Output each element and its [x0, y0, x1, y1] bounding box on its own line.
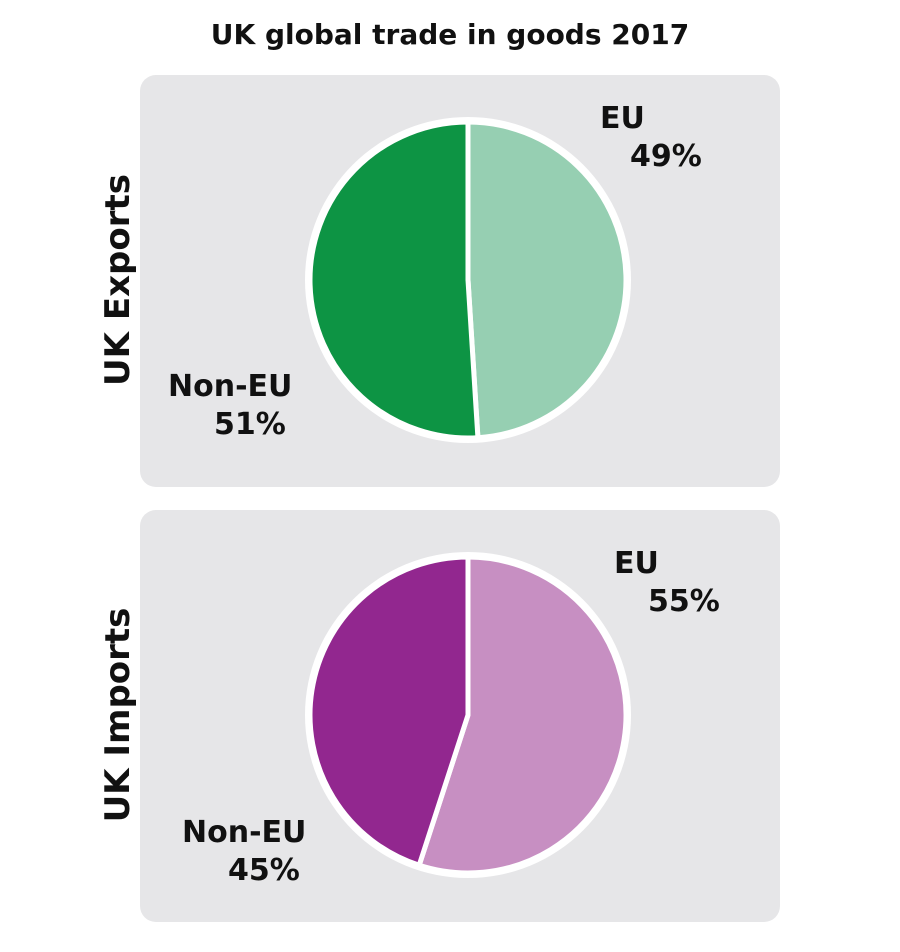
imports-noneu-label: Non-EU 45%: [182, 814, 306, 890]
imports-noneu-name: Non-EU: [182, 815, 307, 850]
exports-slice-eu: [465, 119, 629, 441]
exports-pie: [305, 117, 631, 443]
imports-eu-label: EU 55%: [614, 545, 720, 621]
exports-axis-label: UK Exports: [98, 174, 138, 386]
imports-axis-label: UK Imports: [98, 607, 138, 823]
exports-slice-non-eu: [307, 119, 481, 441]
exports-noneu-label: Non-EU 51%: [168, 368, 292, 444]
imports-pie: [305, 552, 631, 878]
exports-noneu-name: Non-EU: [168, 369, 293, 404]
imports-slice-non-eu: [307, 554, 471, 868]
imports-eu-value: 55%: [648, 584, 720, 619]
exports-eu-name: EU: [600, 101, 645, 136]
imports-eu-name: EU: [614, 546, 659, 581]
chart-title: UK global trade in goods 2017: [210, 18, 690, 51]
exports-eu-value: 49%: [630, 139, 702, 174]
imports-noneu-value: 45%: [228, 853, 300, 888]
exports-eu-label: EU 49%: [600, 100, 702, 176]
imports-slice-eu: [416, 554, 629, 876]
exports-noneu-value: 51%: [214, 407, 286, 442]
